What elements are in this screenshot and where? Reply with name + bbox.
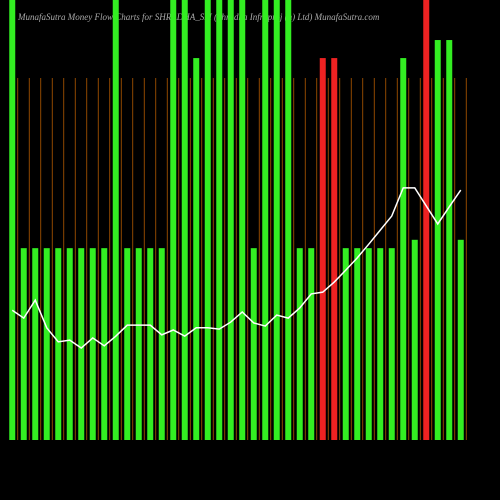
bar (216, 0, 223, 440)
bar (43, 248, 50, 440)
bar (296, 248, 303, 440)
bar (273, 0, 280, 440)
bar (204, 0, 211, 440)
bar (354, 248, 361, 440)
bar (135, 248, 142, 440)
bar (331, 58, 338, 441)
bar (55, 248, 62, 440)
bar (66, 248, 73, 440)
bar (170, 0, 177, 440)
bar (32, 248, 39, 440)
bar (78, 248, 85, 440)
bar (89, 248, 96, 440)
bar (9, 0, 16, 440)
bar (124, 248, 131, 440)
bar (308, 248, 315, 440)
bar (101, 248, 108, 440)
bar (457, 239, 464, 440)
bar (262, 0, 269, 440)
bar (388, 248, 395, 440)
bar (158, 248, 165, 440)
bar (181, 0, 188, 440)
bar (239, 0, 246, 440)
bar (365, 248, 372, 440)
bar (411, 239, 418, 440)
bar (193, 58, 200, 441)
bar (342, 248, 349, 440)
bar (377, 248, 384, 440)
bar (250, 248, 257, 440)
money-flow-line (11, 187, 462, 349)
bar (147, 248, 154, 440)
chart-title: MunafaSutra Money Flow Charts for SHRADH… (17, 12, 380, 22)
bar (285, 0, 292, 440)
bar (400, 58, 407, 441)
bar (227, 0, 234, 440)
bar (319, 58, 326, 441)
bar (446, 40, 453, 440)
bar (434, 40, 441, 440)
bar (112, 0, 119, 440)
bar (20, 248, 27, 440)
bar (423, 0, 430, 440)
